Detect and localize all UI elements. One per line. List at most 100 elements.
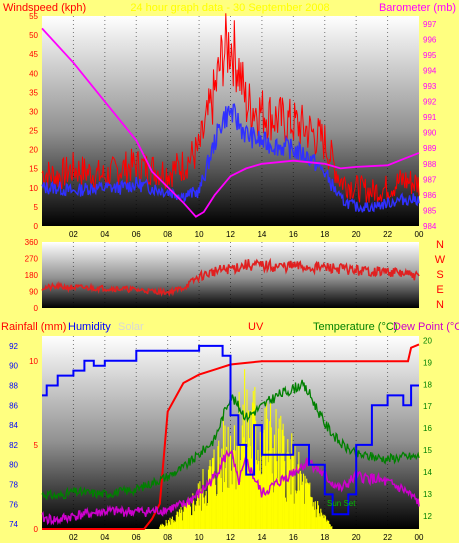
x-tick-label: 18 xyxy=(320,230,329,239)
temperature-tick-label: 13 xyxy=(423,490,432,499)
barometer-tick-label: 988 xyxy=(423,160,437,169)
direction-tick-label: 270 xyxy=(25,255,39,264)
direction-line xyxy=(41,257,420,297)
x-tick-label: 06 xyxy=(132,230,141,239)
windspeed-series xyxy=(41,13,420,218)
temperature-tick-label: 12 xyxy=(423,512,432,521)
humidity-tick-label: 84 xyxy=(9,421,18,430)
barometer-y-ticks: 997 996 995 994 993 992 991 990 989 988 987 986 985 9… xyxy=(423,20,437,231)
compass-label: E xyxy=(436,284,443,296)
temperature-tick-label: 20 xyxy=(423,336,432,345)
uv-legend: UV xyxy=(248,321,264,333)
temperature-tick-label: 19 xyxy=(423,358,432,367)
barometer-tick-label: 997 xyxy=(423,20,437,29)
barometer-tick-label: 990 xyxy=(423,129,437,138)
humidity-tick-label: 92 xyxy=(9,342,18,351)
barometer-tick-label: 992 xyxy=(423,98,437,107)
barometer-axis-label: Barometer (mb) xyxy=(379,2,456,14)
x-tick-label: 06 xyxy=(132,533,141,542)
windspeed-line xyxy=(41,13,420,204)
temperature-tick-label: 15 xyxy=(423,446,432,455)
temperature-tick-label: 17 xyxy=(423,402,432,411)
barometer-tick-label: 984 xyxy=(423,222,437,231)
humidity-y-ticks: 92 90 88 86 84 82 80 78 76 74 xyxy=(9,342,18,529)
x-tick-label: 22 xyxy=(383,533,392,542)
humidity-tick-label: 78 xyxy=(9,480,18,489)
x-tick-label: 00 xyxy=(415,533,424,542)
chart-title: 24 hour graph data - 30 September 2008 xyxy=(130,2,329,14)
temperature-tick-label: 16 xyxy=(423,424,432,433)
x-tick-label: 22 xyxy=(383,230,392,239)
humidity-tick-label: 82 xyxy=(9,441,18,450)
rain-tick-label: 10 xyxy=(29,357,38,366)
humidity-tick-label: 86 xyxy=(9,401,18,410)
barometer-tick-label: 994 xyxy=(423,66,437,75)
x-tick-label: 16 xyxy=(289,230,298,239)
x-tick-label: 20 xyxy=(352,533,361,542)
temperature-legend: Temperature (°C) xyxy=(313,321,397,333)
rain-legend: Rainfall (mm) xyxy=(1,321,66,333)
windspeed-tick-label: 30 xyxy=(29,107,38,116)
solar-legend: Solar xyxy=(118,321,144,333)
windspeed-tick-label: 35 xyxy=(29,88,38,97)
x-tick-label: 02 xyxy=(69,230,78,239)
x-tick-label: 04 xyxy=(100,230,109,239)
windspeed-tick-label: 25 xyxy=(29,127,38,136)
temperature-tick-label: 14 xyxy=(423,468,432,477)
x-tick-label: 16 xyxy=(289,533,298,542)
sunset-annotation: Sun Set xyxy=(327,499,356,508)
x-tick-label: 10 xyxy=(195,230,204,239)
humidity-legend: Humidity xyxy=(68,321,111,333)
rain-line xyxy=(42,343,420,530)
direction-series xyxy=(41,257,420,297)
windspeed-tick-label: 10 xyxy=(29,184,38,193)
barometer-tick-label: 995 xyxy=(423,51,437,60)
windspeed-tick-label: 50 xyxy=(29,31,38,40)
x-tick-label: 08 xyxy=(163,533,172,542)
x-tick-label: 14 xyxy=(257,230,266,239)
compass-label: W xyxy=(435,254,446,266)
windspeed-tick-label: 5 xyxy=(34,203,39,212)
x-tick-label: 04 xyxy=(100,533,109,542)
humidity-x-ticks: 02 04 06 08 10 12 14 16 18 20 22 00 xyxy=(69,533,424,542)
x-tick-label: 08 xyxy=(163,230,172,239)
windspeed-tick-label: 40 xyxy=(29,69,38,78)
direction-tick-label: 90 xyxy=(29,288,38,297)
direction-gridlines xyxy=(72,242,389,308)
barometer-tick-label: 993 xyxy=(423,82,437,91)
windspeed-gridlines xyxy=(72,16,389,226)
windspeed-tick-label: 20 xyxy=(29,146,38,155)
x-tick-label: 14 xyxy=(257,533,266,542)
windspeed-tick-label: 45 xyxy=(29,50,38,59)
windspeed-tick-label: 0 xyxy=(34,222,39,231)
x-tick-label: 12 xyxy=(226,533,235,542)
windspeed-barometer-panel: Windspeed (kph) 24 hour graph data - 30 … xyxy=(3,2,456,239)
barometer-tick-label: 996 xyxy=(423,35,437,44)
x-tick-label: 10 xyxy=(195,533,204,542)
direction-tick-label: 0 xyxy=(34,304,39,313)
barometer-tick-label: 989 xyxy=(423,144,437,153)
humidity-tick-label: 76 xyxy=(9,500,18,509)
windspeed-x-ticks: 02 04 06 08 10 12 14 16 18 20 22 00 xyxy=(69,230,424,239)
windspeed-tick-label: 15 xyxy=(29,165,38,174)
x-tick-label: 02 xyxy=(69,533,78,542)
humidity-series xyxy=(41,343,420,530)
temperature-y-ticks: 20 19 18 17 16 15 14 13 12 xyxy=(423,336,432,520)
direction-tick-label: 360 xyxy=(25,238,39,247)
humidity-tick-label: 74 xyxy=(9,520,18,529)
rain-tick-label: 5 xyxy=(34,441,39,450)
direction-y-ticks: 360 270 180 90 0 xyxy=(25,238,39,313)
compass-label: N xyxy=(436,299,444,311)
humidity-tick-label: 80 xyxy=(9,461,18,470)
windspeed-axis-label: Windspeed (kph) xyxy=(3,2,86,14)
x-tick-label: 00 xyxy=(415,230,424,239)
x-tick-label: 18 xyxy=(320,533,329,542)
humidity-tick-label: 88 xyxy=(9,381,18,390)
barometer-tick-label: 991 xyxy=(423,113,437,122)
compass-label: N xyxy=(436,239,444,251)
humidity-line xyxy=(42,344,419,516)
